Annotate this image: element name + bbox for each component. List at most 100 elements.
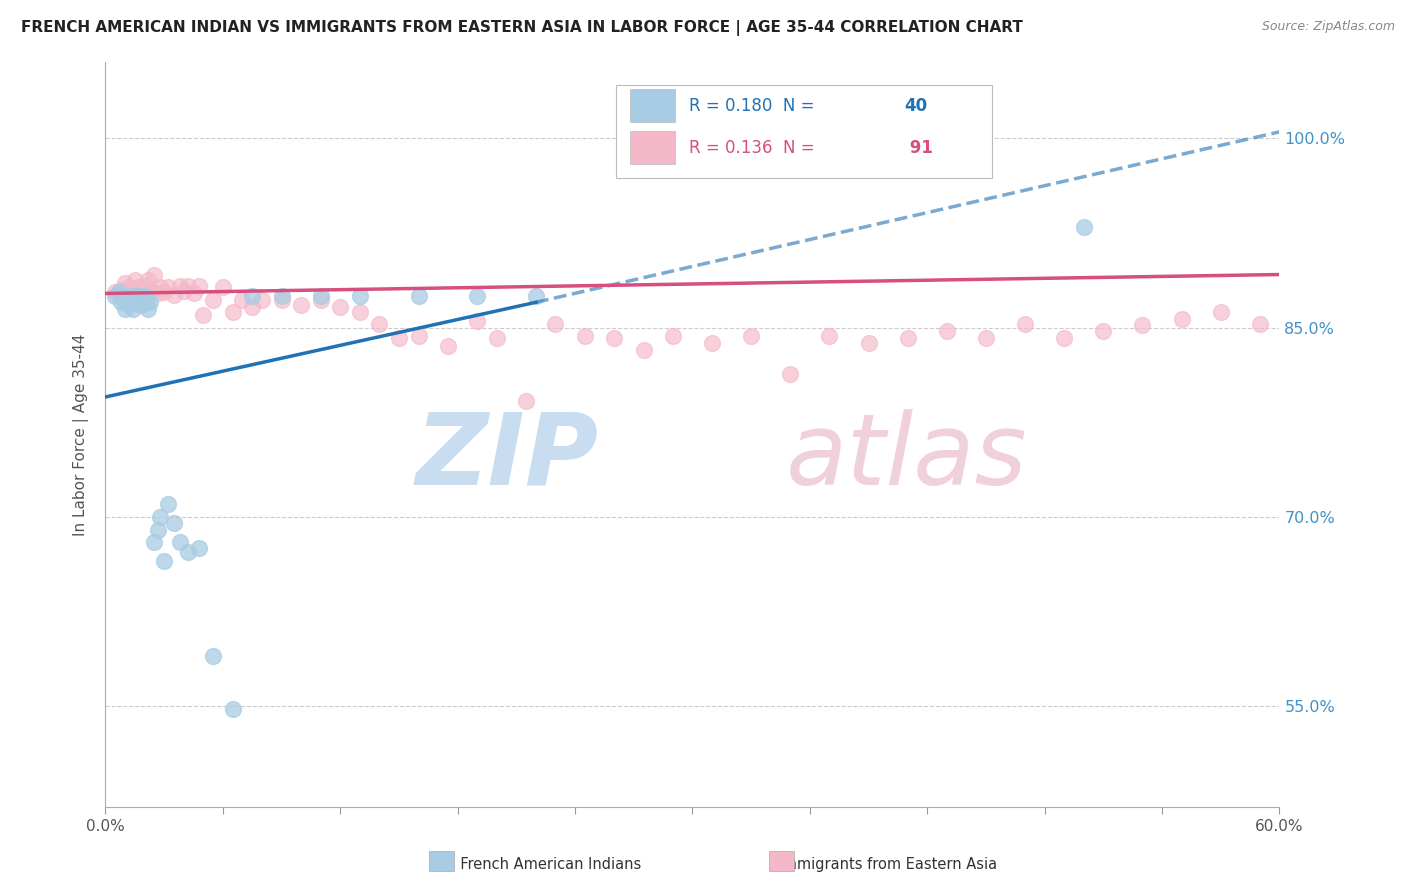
Point: [240, 289, 263, 303]
Point: [524, 289, 547, 303]
Point: [408, 329, 430, 343]
Point: [129, 298, 152, 312]
Point: [139, 295, 162, 310]
Text: FRENCH AMERICAN INDIAN VS IMMIGRANTS FROM EASTERN ASIA IN LABOR FORCE | AGE 35-4: FRENCH AMERICAN INDIAN VS IMMIGRANTS FRO…: [21, 20, 1024, 36]
Point: [188, 279, 211, 293]
Point: [897, 331, 920, 345]
Point: [173, 284, 195, 298]
Point: [112, 289, 135, 303]
Point: [176, 279, 198, 293]
Point: [153, 285, 176, 300]
Point: [163, 287, 186, 301]
Point: [134, 279, 156, 293]
Point: [169, 535, 191, 549]
Point: [118, 280, 141, 294]
Point: [221, 702, 243, 716]
Text: 40: 40: [904, 96, 927, 115]
Point: [465, 314, 488, 328]
Point: [935, 324, 957, 338]
Point: [1014, 317, 1036, 331]
Point: [740, 329, 762, 343]
Text: Source: ZipAtlas.com: Source: ZipAtlas.com: [1261, 20, 1395, 33]
Point: [128, 289, 150, 303]
Point: [515, 393, 537, 408]
Point: [188, 541, 211, 556]
Point: [135, 295, 157, 310]
Point: [211, 280, 233, 294]
Point: [544, 317, 567, 331]
Point: [121, 301, 143, 316]
FancyBboxPatch shape: [630, 89, 675, 122]
Point: [118, 298, 141, 312]
Point: [1053, 331, 1076, 345]
Point: [148, 523, 170, 537]
Point: [169, 279, 191, 293]
Point: [143, 535, 166, 549]
Point: [1170, 311, 1192, 326]
Point: [104, 285, 127, 300]
Y-axis label: In Labor Force | Age 35-44: In Labor Force | Age 35-44: [73, 334, 90, 536]
Point: [603, 331, 626, 345]
Point: [240, 301, 263, 315]
Point: [818, 329, 841, 343]
Point: [120, 292, 142, 306]
Text: R = 0.180  N =: R = 0.180 N =: [689, 96, 820, 115]
Point: [120, 285, 142, 300]
Point: [858, 335, 880, 350]
Point: [270, 293, 292, 307]
Point: [290, 298, 312, 312]
Point: [128, 280, 150, 294]
Point: [143, 268, 166, 282]
Point: [574, 329, 596, 343]
Point: [309, 289, 332, 303]
Point: [114, 301, 136, 316]
Point: [388, 331, 411, 345]
Point: [120, 289, 142, 303]
Point: [368, 317, 391, 331]
Point: [157, 497, 180, 511]
Point: [193, 308, 215, 322]
Point: [1132, 318, 1154, 332]
Point: [633, 343, 655, 358]
Point: [231, 293, 253, 307]
Point: [115, 295, 138, 310]
Point: [139, 283, 162, 297]
Point: [108, 285, 131, 300]
Point: [149, 280, 172, 294]
Text: atlas: atlas: [786, 409, 1028, 506]
Point: [149, 509, 172, 524]
FancyBboxPatch shape: [616, 85, 991, 178]
Point: [1367, 293, 1389, 307]
Point: [134, 289, 156, 303]
Point: [104, 289, 127, 303]
Point: [1288, 305, 1310, 319]
Point: [779, 368, 801, 382]
Point: [125, 293, 148, 307]
Point: [1092, 324, 1115, 338]
Point: [662, 329, 685, 343]
Point: [124, 295, 146, 310]
Point: [138, 272, 160, 286]
Point: [110, 295, 132, 310]
Point: [202, 293, 225, 307]
Point: [437, 339, 460, 353]
Point: [202, 648, 225, 663]
Point: [1209, 305, 1232, 319]
Point: [465, 289, 488, 303]
Text: French American Indians: French American Indians: [427, 857, 641, 872]
Point: [157, 280, 180, 294]
Point: [700, 335, 723, 350]
Point: [129, 287, 152, 301]
Point: [329, 301, 352, 315]
Point: [1249, 317, 1271, 331]
Point: [163, 516, 186, 531]
Point: [1327, 311, 1350, 326]
Point: [349, 289, 371, 303]
FancyBboxPatch shape: [630, 131, 675, 164]
Point: [110, 283, 132, 297]
Point: [138, 301, 160, 316]
Point: [349, 305, 371, 319]
Point: [221, 305, 243, 319]
Point: [974, 331, 997, 345]
Point: [124, 289, 146, 303]
